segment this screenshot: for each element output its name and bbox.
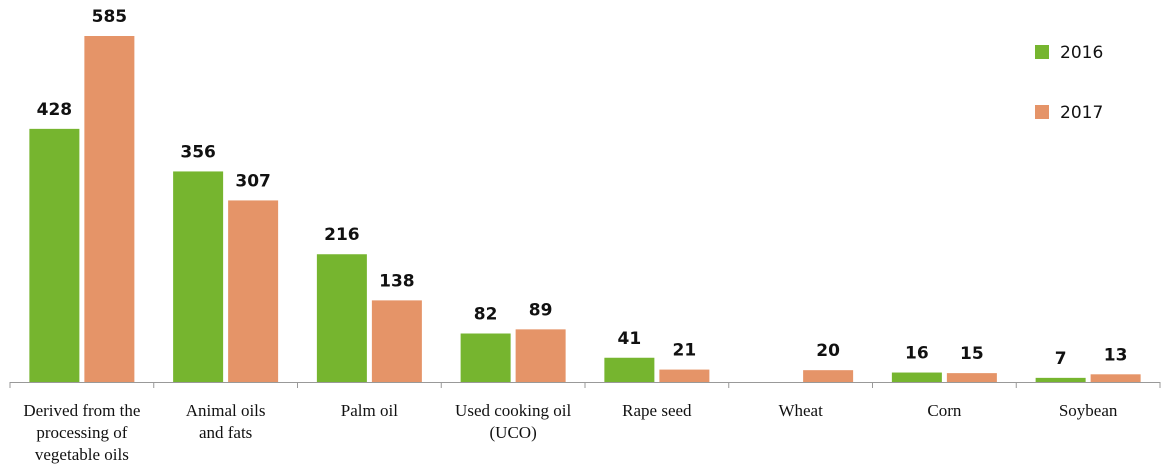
x-tick-label: Soybean bbox=[1059, 401, 1118, 420]
bar bbox=[604, 357, 655, 382]
data-label: 15 bbox=[960, 344, 984, 364]
bar bbox=[316, 254, 367, 382]
x-tick-label: Animal oils and fats bbox=[186, 401, 266, 442]
data-label: 216 bbox=[324, 225, 360, 245]
bar bbox=[84, 36, 135, 382]
data-label: 21 bbox=[673, 341, 697, 361]
data-label: 585 bbox=[92, 7, 128, 27]
bar bbox=[460, 333, 511, 382]
data-label: 7 bbox=[1055, 349, 1067, 369]
x-tick-label: Corn bbox=[927, 401, 962, 420]
bar bbox=[371, 300, 422, 382]
data-label: 307 bbox=[235, 171, 271, 191]
x-tick-label: Rape seed bbox=[622, 401, 692, 420]
x-tick-label: Used cooking oil (UCO) bbox=[455, 401, 571, 442]
data-label: 82 bbox=[474, 305, 498, 325]
data-label: 138 bbox=[379, 271, 415, 291]
x-tick-label: Wheat bbox=[778, 401, 823, 420]
legend-label: 2017 bbox=[1060, 103, 1103, 123]
bar bbox=[1090, 374, 1141, 382]
bar bbox=[946, 373, 997, 382]
bar bbox=[515, 329, 566, 382]
data-label: 428 bbox=[37, 100, 73, 120]
data-label: 89 bbox=[529, 300, 553, 320]
bar bbox=[1035, 377, 1086, 382]
data-label: 16 bbox=[905, 344, 929, 364]
data-label: 13 bbox=[1104, 345, 1128, 365]
x-tick-label: Derived from the processing of vegetable o… bbox=[23, 401, 140, 464]
bar bbox=[228, 200, 279, 382]
x-tick-label: Palm oil bbox=[341, 401, 398, 420]
legend-swatch bbox=[1035, 105, 1049, 119]
bar bbox=[659, 369, 710, 382]
legend-label: 2016 bbox=[1060, 43, 1103, 63]
data-label: 20 bbox=[816, 341, 840, 361]
data-label: 41 bbox=[618, 329, 642, 349]
bar bbox=[891, 372, 942, 382]
bar bbox=[173, 171, 224, 382]
bar bbox=[29, 128, 80, 382]
bar bbox=[803, 370, 854, 382]
legend-swatch bbox=[1035, 45, 1049, 59]
data-label: 356 bbox=[180, 142, 216, 162]
